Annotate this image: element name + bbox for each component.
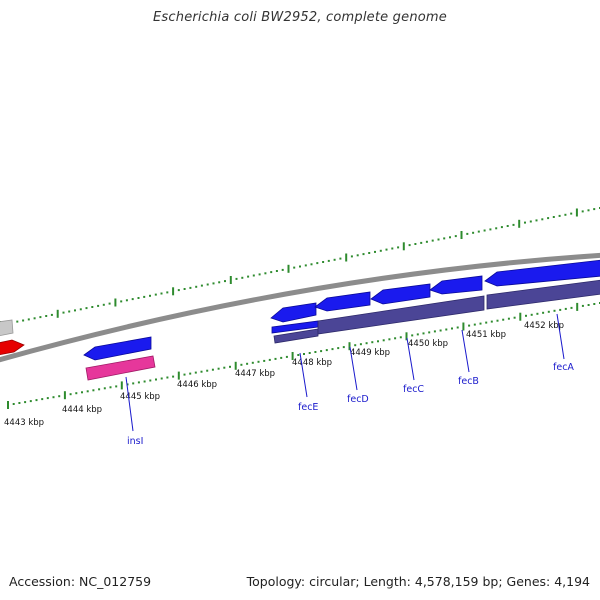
cds-bar-insI[interactable]	[85, 355, 156, 381]
gene-label-fecA[interactable]: fecA	[553, 362, 574, 373]
gene-label-fecE[interactable]: fecE	[298, 402, 318, 413]
cds-bar-fecA[interactable]	[486, 279, 600, 310]
lower-tick-track	[7, 302, 600, 409]
gene-arrow-fecD[interactable]	[314, 291, 371, 312]
gene-label-leader	[349, 346, 358, 391]
gene-label-leader	[556, 313, 565, 360]
genome-backbone	[0, 252, 600, 363]
gene-label-leader	[406, 337, 415, 381]
ruler-label: 4450 kbp	[408, 339, 448, 349]
ruler-label-layer: 4443 kbp 4444 kbp 4445 kbp 4446 kbp 4447…	[4, 321, 564, 428]
partial-gene-red[interactable]	[0, 339, 25, 356]
gene-label-leader	[461, 329, 470, 373]
ruler-label: 4448 kbp	[292, 358, 332, 368]
partial-gene-gray[interactable]	[0, 319, 14, 337]
gene-label-layer: insI fecE fecD fecC fecB fecA	[125, 313, 574, 447]
gene-label-fecB[interactable]: fecB	[458, 376, 479, 387]
gene-label-leader	[299, 352, 308, 398]
accession-text: Accession: NC_012759	[9, 574, 152, 589]
cds-bar-fecDCB[interactable]	[317, 295, 485, 335]
ruler-label: 4449 kbp	[350, 348, 390, 358]
cds-bar-fecE[interactable]	[273, 328, 319, 344]
ruler-label: 4452 kbp	[524, 321, 564, 331]
map-title: Escherichia coli BW2952, complete genome	[153, 10, 447, 25]
gene-label-fecC[interactable]: fecC	[403, 384, 424, 395]
ruler-label: 4446 kbp	[177, 380, 217, 390]
ruler-label: 4445 kbp	[120, 392, 160, 402]
gene-label-insI[interactable]: insI	[127, 436, 143, 447]
gene-arrow-insI[interactable]	[83, 336, 152, 361]
gene-label-leader	[125, 376, 134, 432]
ruler-label: 4447 kbp	[235, 369, 275, 379]
gene-arrow-fecC[interactable]	[370, 283, 431, 305]
gene-arrow-fecE[interactable]	[270, 302, 317, 323]
ruler-label: 4444 kbp	[62, 405, 102, 415]
gene-arrow-fecA[interactable]	[484, 259, 600, 287]
ruler-label: 4443 kbp	[4, 418, 44, 428]
topology-info-text: Topology: circular; Length: 4,578,159 bp…	[246, 574, 590, 589]
ruler-label: 4451 kbp	[466, 330, 506, 340]
gene-arrow-fecB[interactable]	[429, 275, 483, 295]
upper-tick-track	[0, 207, 600, 329]
gene-label-fecD[interactable]: fecD	[347, 394, 369, 405]
